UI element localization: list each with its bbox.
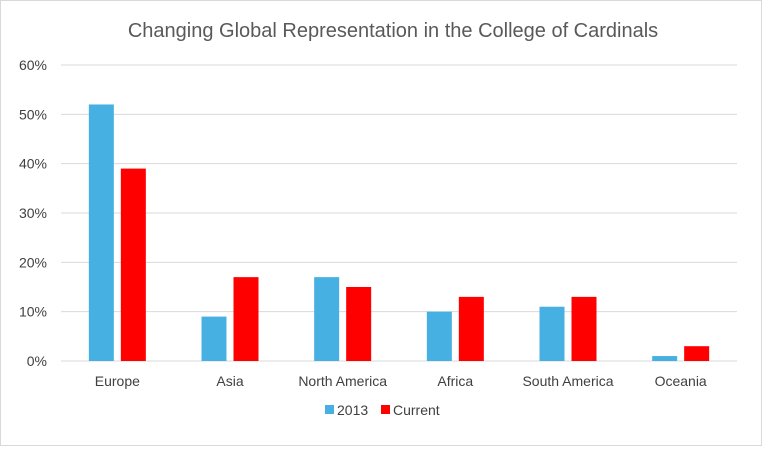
x-category-label: Africa bbox=[437, 373, 473, 389]
bar-current-north-america bbox=[346, 287, 372, 361]
x-category-label: Oceania bbox=[655, 373, 707, 389]
bar-2013-oceania bbox=[652, 356, 678, 361]
legend: 2013 Current bbox=[325, 402, 440, 418]
legend-swatch-2013 bbox=[325, 405, 334, 414]
gridlines bbox=[61, 64, 737, 362]
bar-current-south-america bbox=[571, 296, 597, 361]
bar-current-oceania bbox=[684, 346, 710, 361]
chart-title: Changing Global Representation in the Co… bbox=[128, 20, 658, 42]
y-axis-tick-labels: 0% 10% 20% 30% 40% 50% 60% bbox=[19, 57, 47, 369]
x-category-label: Europe bbox=[95, 373, 140, 389]
bar-2013-africa bbox=[426, 311, 452, 361]
bar-2013-south-america bbox=[539, 306, 565, 361]
y-tick-label: 20% bbox=[19, 254, 47, 270]
bar-2013-europe bbox=[88, 104, 114, 361]
y-tick-label: 30% bbox=[19, 205, 47, 221]
y-tick-label: 10% bbox=[19, 304, 47, 320]
bar-2013-north-america bbox=[314, 277, 340, 361]
bar-current-africa bbox=[458, 296, 484, 361]
y-tick-label: 0% bbox=[27, 353, 47, 369]
x-axis-category-labels: Europe Asia North America Africa South Ameri… bbox=[95, 373, 707, 389]
x-category-label: Asia bbox=[216, 373, 243, 389]
x-category-label: North America bbox=[298, 373, 387, 389]
legend-label-current: Current bbox=[393, 402, 440, 418]
legend-swatch-current bbox=[381, 405, 390, 414]
bar-current-asia bbox=[233, 277, 259, 361]
y-tick-label: 60% bbox=[19, 57, 47, 73]
y-tick-label: 40% bbox=[19, 156, 47, 172]
y-tick-label: 50% bbox=[19, 106, 47, 122]
bars bbox=[88, 104, 710, 361]
bar-2013-asia bbox=[201, 316, 227, 361]
bar-current-europe bbox=[120, 168, 146, 361]
x-category-label: South America bbox=[522, 373, 613, 389]
legend-label-2013: 2013 bbox=[337, 402, 368, 418]
